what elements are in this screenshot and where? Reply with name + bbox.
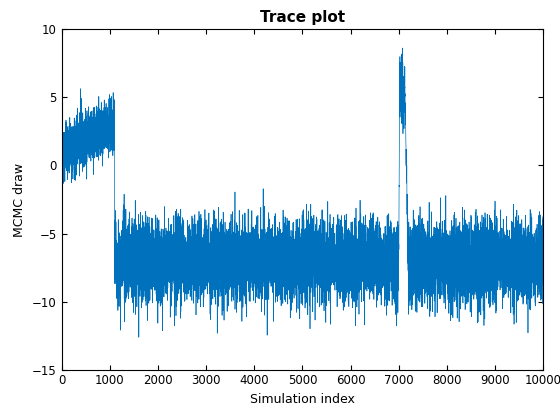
X-axis label: Simulation index: Simulation index xyxy=(250,393,355,406)
Y-axis label: MCMC draw: MCMC draw xyxy=(13,163,26,236)
Title: Trace plot: Trace plot xyxy=(260,10,345,26)
